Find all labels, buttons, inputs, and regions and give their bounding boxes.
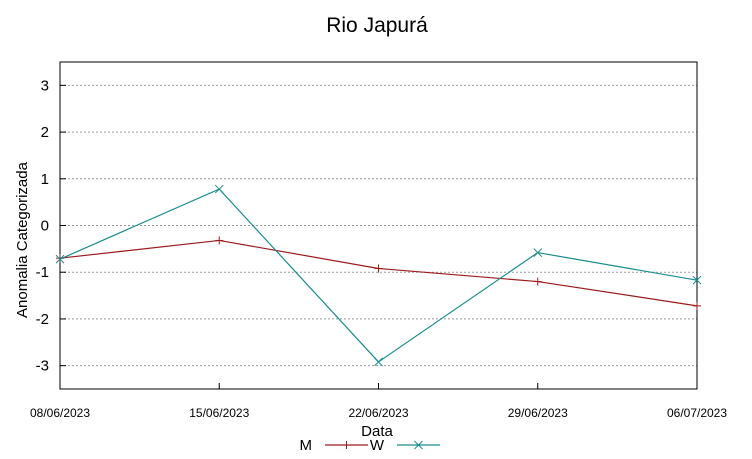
y-tick-label: 3 xyxy=(41,77,49,94)
marker-stroke xyxy=(55,254,65,264)
y-tick-label: 0 xyxy=(41,218,49,235)
x-tick-label: 15/06/2023 xyxy=(189,406,249,420)
x-marker xyxy=(533,248,543,257)
legend-label-W: W xyxy=(370,437,385,454)
plus-marker xyxy=(374,264,383,273)
x-axis-label: Data xyxy=(361,423,393,440)
chart-title: Rio Japurá xyxy=(326,14,428,37)
x-marker xyxy=(374,357,383,367)
x-marker xyxy=(692,275,702,285)
series-layer xyxy=(55,184,702,367)
x-axis-ticks: 08/06/2023 15/06/2023 22/06/2023 29/06/2023… xyxy=(30,383,727,420)
marker-stroke xyxy=(214,184,224,194)
y-tick-label: 1 xyxy=(41,171,49,188)
gridlines xyxy=(60,84,697,367)
y-tick-label: -1 xyxy=(36,264,49,281)
marker-stroke xyxy=(533,248,543,257)
y-tick-label: 2 xyxy=(41,124,49,141)
legend-label-M: M xyxy=(300,437,313,454)
series-line-M xyxy=(59,239,698,307)
x-tick-label: 08/06/2023 xyxy=(30,406,90,420)
x-tick-label: 22/06/2023 xyxy=(348,406,408,420)
plus-marker xyxy=(342,441,351,449)
y-axis-ticks: 3 2 1 0 -1 -2 -3 xyxy=(36,77,66,375)
marker-stroke xyxy=(692,275,702,285)
x-marker xyxy=(55,254,65,264)
x-marker xyxy=(214,184,224,194)
y-tick-label: -2 xyxy=(36,311,49,328)
plus-marker xyxy=(215,236,224,245)
series-line-W xyxy=(59,188,698,363)
x-tick-label: 29/06/2023 xyxy=(508,406,568,420)
plus-marker xyxy=(533,277,542,286)
y-tick-label: -3 xyxy=(36,358,49,375)
y-axis-label: Anomalia Categorizada xyxy=(14,161,31,318)
x-tick-label: 06/07/2023 xyxy=(667,406,727,420)
x-marker xyxy=(414,440,423,450)
plus-marker xyxy=(693,301,701,310)
marker-stroke xyxy=(374,357,383,367)
marker-stroke xyxy=(414,440,423,450)
